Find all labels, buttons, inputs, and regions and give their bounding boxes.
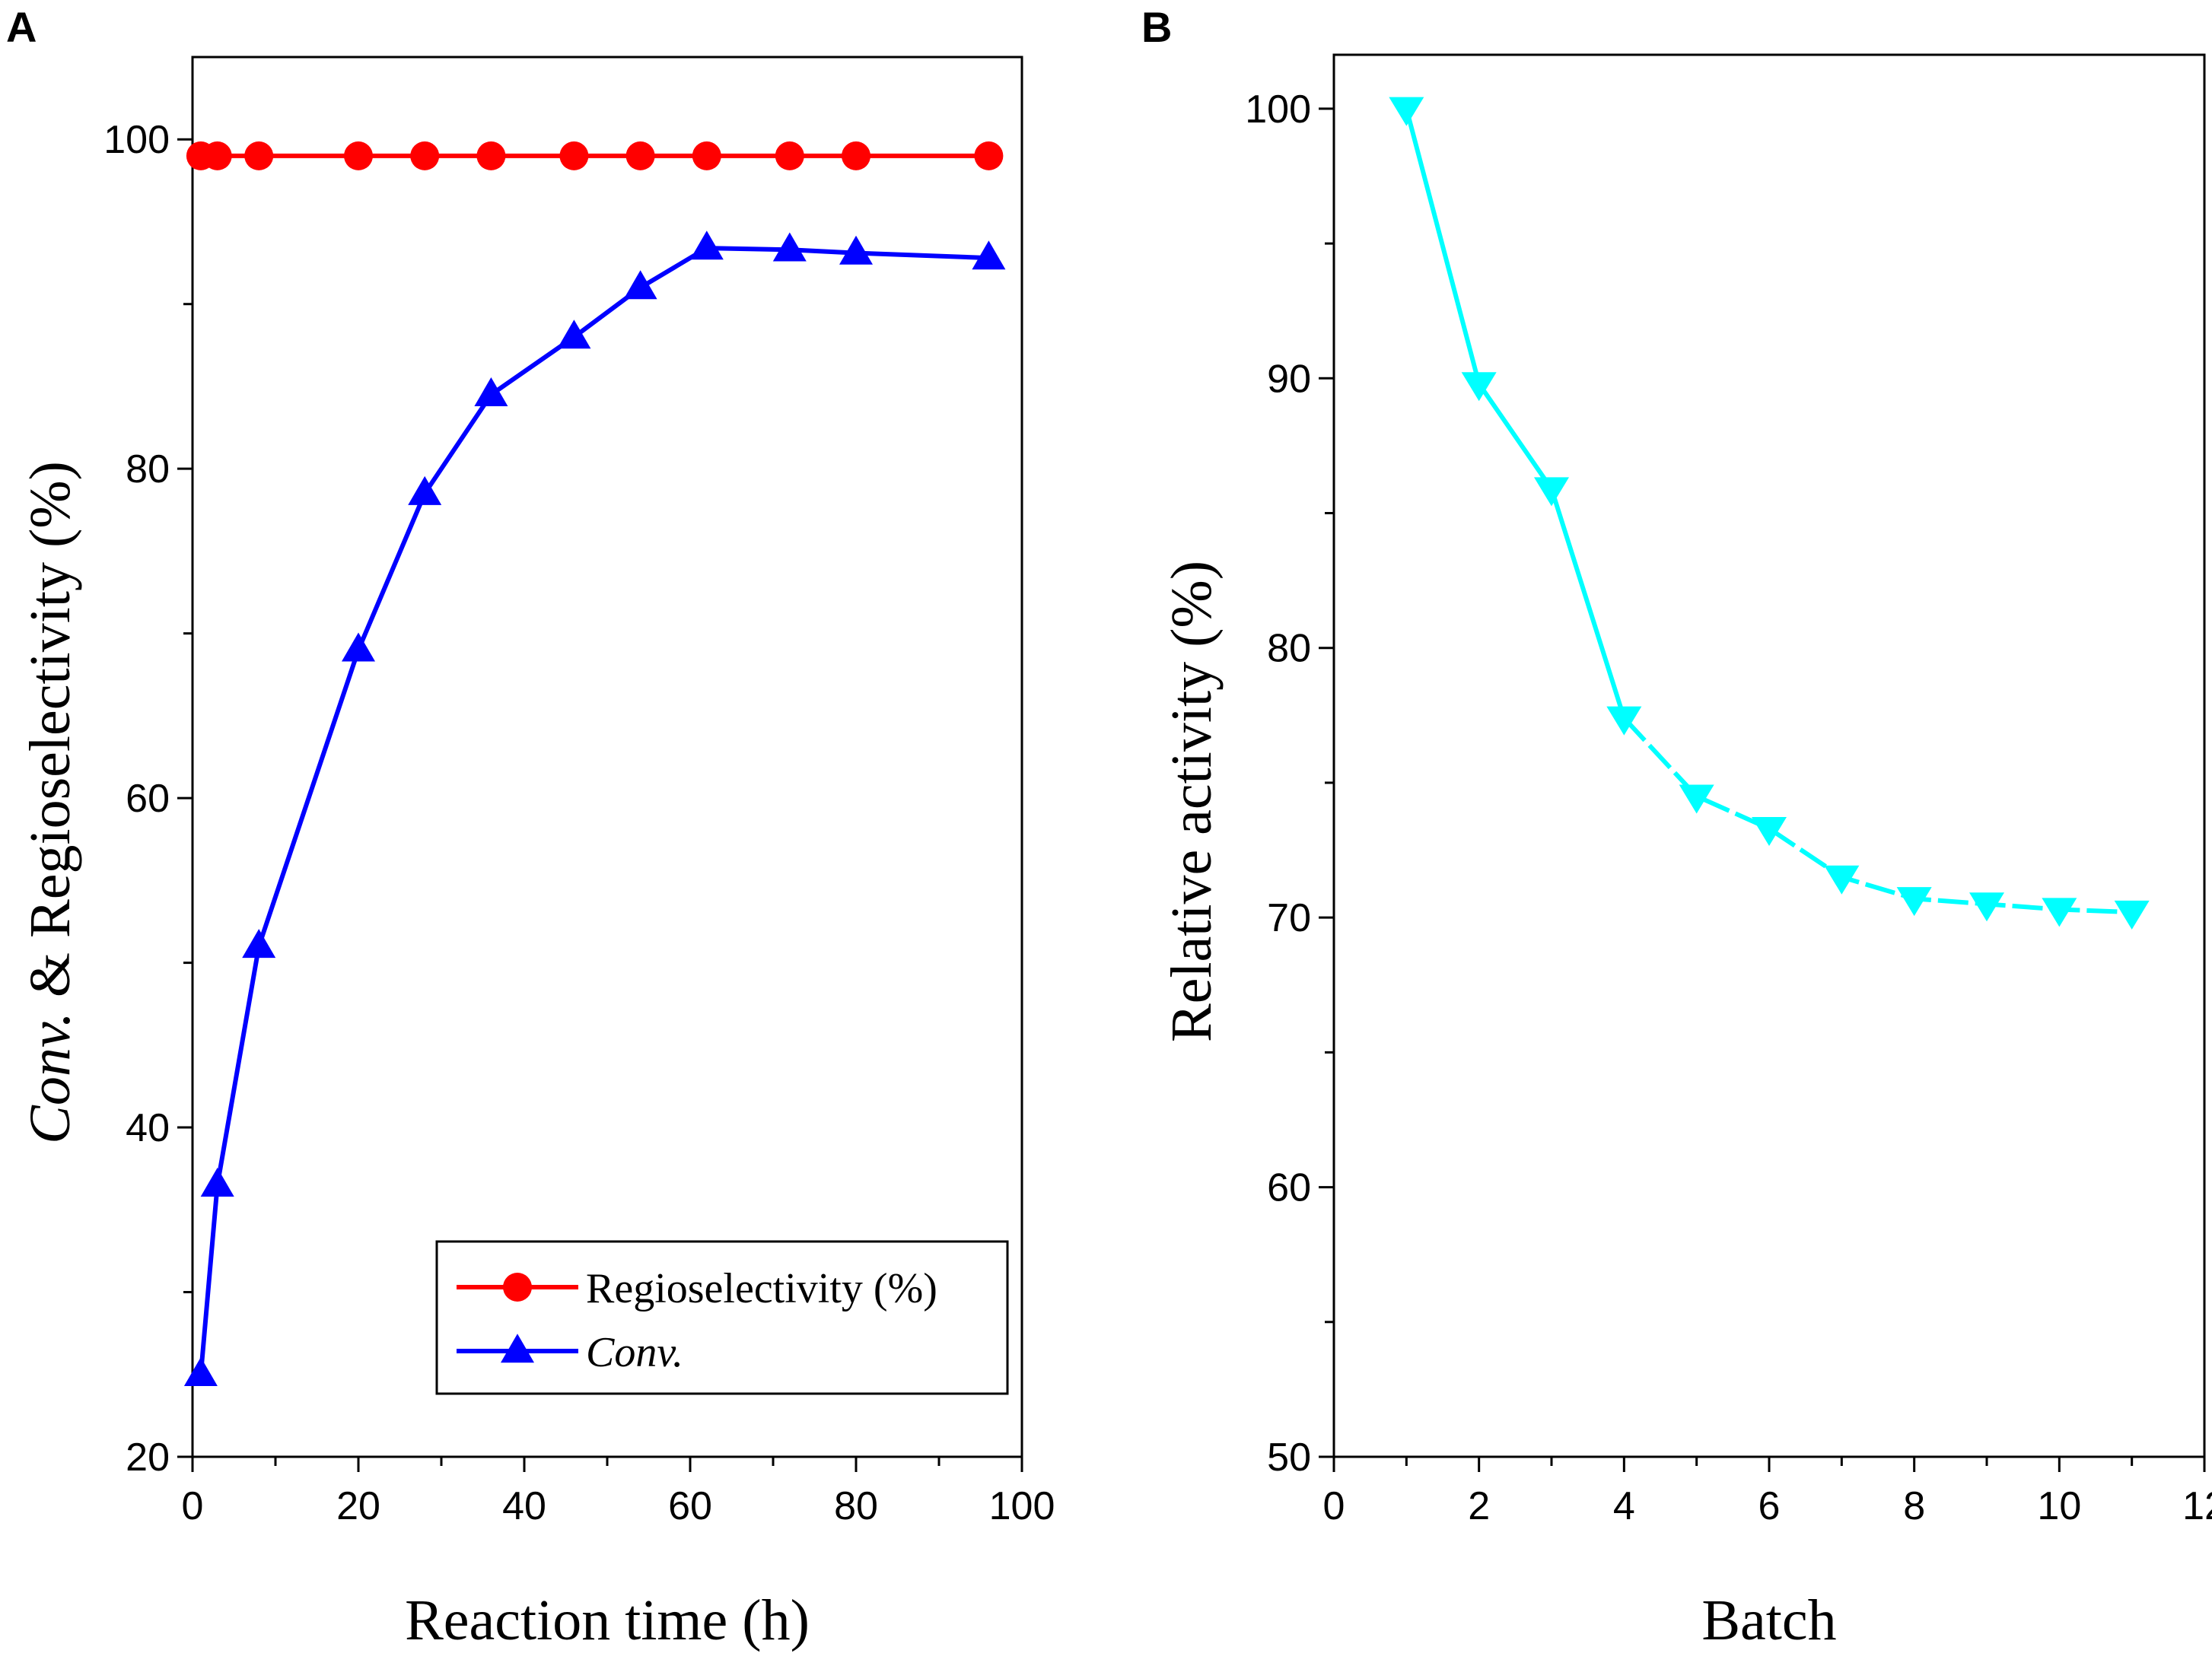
x-tick-label: 80 xyxy=(834,1484,878,1528)
y-tick-label: 100 xyxy=(1245,87,1311,132)
panel-a: A 0 20 40 60 80 100 20 40 60 80 100 Reaction time (h… xyxy=(6,3,1055,1652)
legend-box xyxy=(435,1240,1009,1395)
data-point-circle xyxy=(410,141,440,170)
series-line-dashed xyxy=(1622,716,2132,915)
legend-label: Regioselectivity (%) xyxy=(586,1265,937,1312)
y-tick-label: 20 xyxy=(126,1435,170,1480)
data-point-triangle xyxy=(1896,887,1932,917)
data-point-triangle xyxy=(408,475,442,505)
data-point-circle xyxy=(202,141,232,170)
x-tick-label: 12 xyxy=(2182,1484,2212,1528)
data-point-circle xyxy=(559,141,589,170)
y-tick-label: 100 xyxy=(103,118,170,162)
data-point-circle xyxy=(244,141,274,170)
x-tick-label: 0 xyxy=(182,1484,204,1528)
data-point-circle xyxy=(842,141,870,170)
panel-b: B 0 2 4 6 8 10 12 50 60 70 80 90 100 Batch Relative act… xyxy=(1141,3,2212,1652)
data-point-circle xyxy=(344,141,373,170)
data-point-circle xyxy=(476,141,506,170)
data-point-triangle xyxy=(342,632,375,662)
data-point-triangle xyxy=(2114,900,2150,930)
y-axis-title: Relative activity (%) xyxy=(1160,561,1224,1042)
data-point-triangle xyxy=(772,232,807,262)
data-point-triangle xyxy=(557,320,591,349)
x-axis-title: Reaction time (h) xyxy=(405,1588,810,1652)
x-tick-label: 2 xyxy=(1468,1484,1490,1528)
x-tick-label: 20 xyxy=(336,1484,380,1528)
y-tick-label: 60 xyxy=(1267,1166,1311,1210)
y-tick-label: 80 xyxy=(1267,627,1311,671)
data-point-triangle xyxy=(1461,372,1497,402)
data-point-triangle xyxy=(1752,816,1787,846)
data-point-triangle xyxy=(623,270,657,300)
data-point-triangle xyxy=(1679,784,1714,814)
panel-letter: B xyxy=(1141,3,1172,51)
data-point-triangle xyxy=(200,1168,234,1197)
y-tick-label: 50 xyxy=(1267,1435,1311,1480)
y-axis-title: Conv. & Regioselectivity (%) xyxy=(18,461,82,1144)
y-tick-label: 90 xyxy=(1267,357,1311,401)
y-axis-title-rest: & Regioselectivity (%) xyxy=(18,461,82,1012)
y-tick-label: 70 xyxy=(1267,896,1311,940)
data-point-triangle xyxy=(1824,865,1860,895)
data-point-triangle xyxy=(1969,892,2004,922)
y-tick-label: 60 xyxy=(126,777,170,821)
x-tick-label: 0 xyxy=(1323,1484,1345,1528)
data-point-triangle xyxy=(1534,477,1569,507)
data-point-triangle xyxy=(501,1334,534,1363)
plot-frame xyxy=(1332,53,2206,1458)
x-tick-label: 10 xyxy=(2037,1484,2081,1528)
y-tick-label: 40 xyxy=(126,1106,170,1150)
data-point-circle xyxy=(775,141,804,170)
y-tick-label: 80 xyxy=(126,447,170,491)
x-axis-title: Batch xyxy=(1701,1588,1836,1652)
y-axis-title-italic: Conv. xyxy=(18,1012,82,1144)
data-point-triangle xyxy=(1389,97,1424,126)
data-point-circle xyxy=(625,141,655,170)
series-line-solid xyxy=(1404,108,1627,719)
x-tick-label: 60 xyxy=(668,1484,712,1528)
data-point-triangle xyxy=(242,929,276,959)
legend-label: Conv. xyxy=(586,1329,683,1376)
series-line xyxy=(198,246,989,1375)
x-tick-label: 40 xyxy=(502,1484,546,1528)
x-tick-label: 6 xyxy=(1758,1484,1781,1528)
data-point-triangle xyxy=(689,231,724,260)
panel-letter: A xyxy=(6,3,37,51)
data-point-triangle xyxy=(839,235,873,265)
data-point-circle xyxy=(974,141,1004,170)
legend: Regioselectivity (%) Conv. xyxy=(435,1240,1009,1395)
x-tick-label: 4 xyxy=(1613,1484,1635,1528)
x-tick-label: 8 xyxy=(1903,1484,1925,1528)
data-point-circle xyxy=(692,141,721,170)
data-point-triangle xyxy=(2042,898,2077,927)
data-point-triangle xyxy=(972,240,1006,270)
data-point-triangle xyxy=(474,377,508,406)
data-point-triangle xyxy=(1606,706,1642,736)
data-point-triangle xyxy=(183,1356,218,1386)
data-point-circle xyxy=(503,1273,532,1302)
x-tick-label: 100 xyxy=(989,1484,1055,1528)
